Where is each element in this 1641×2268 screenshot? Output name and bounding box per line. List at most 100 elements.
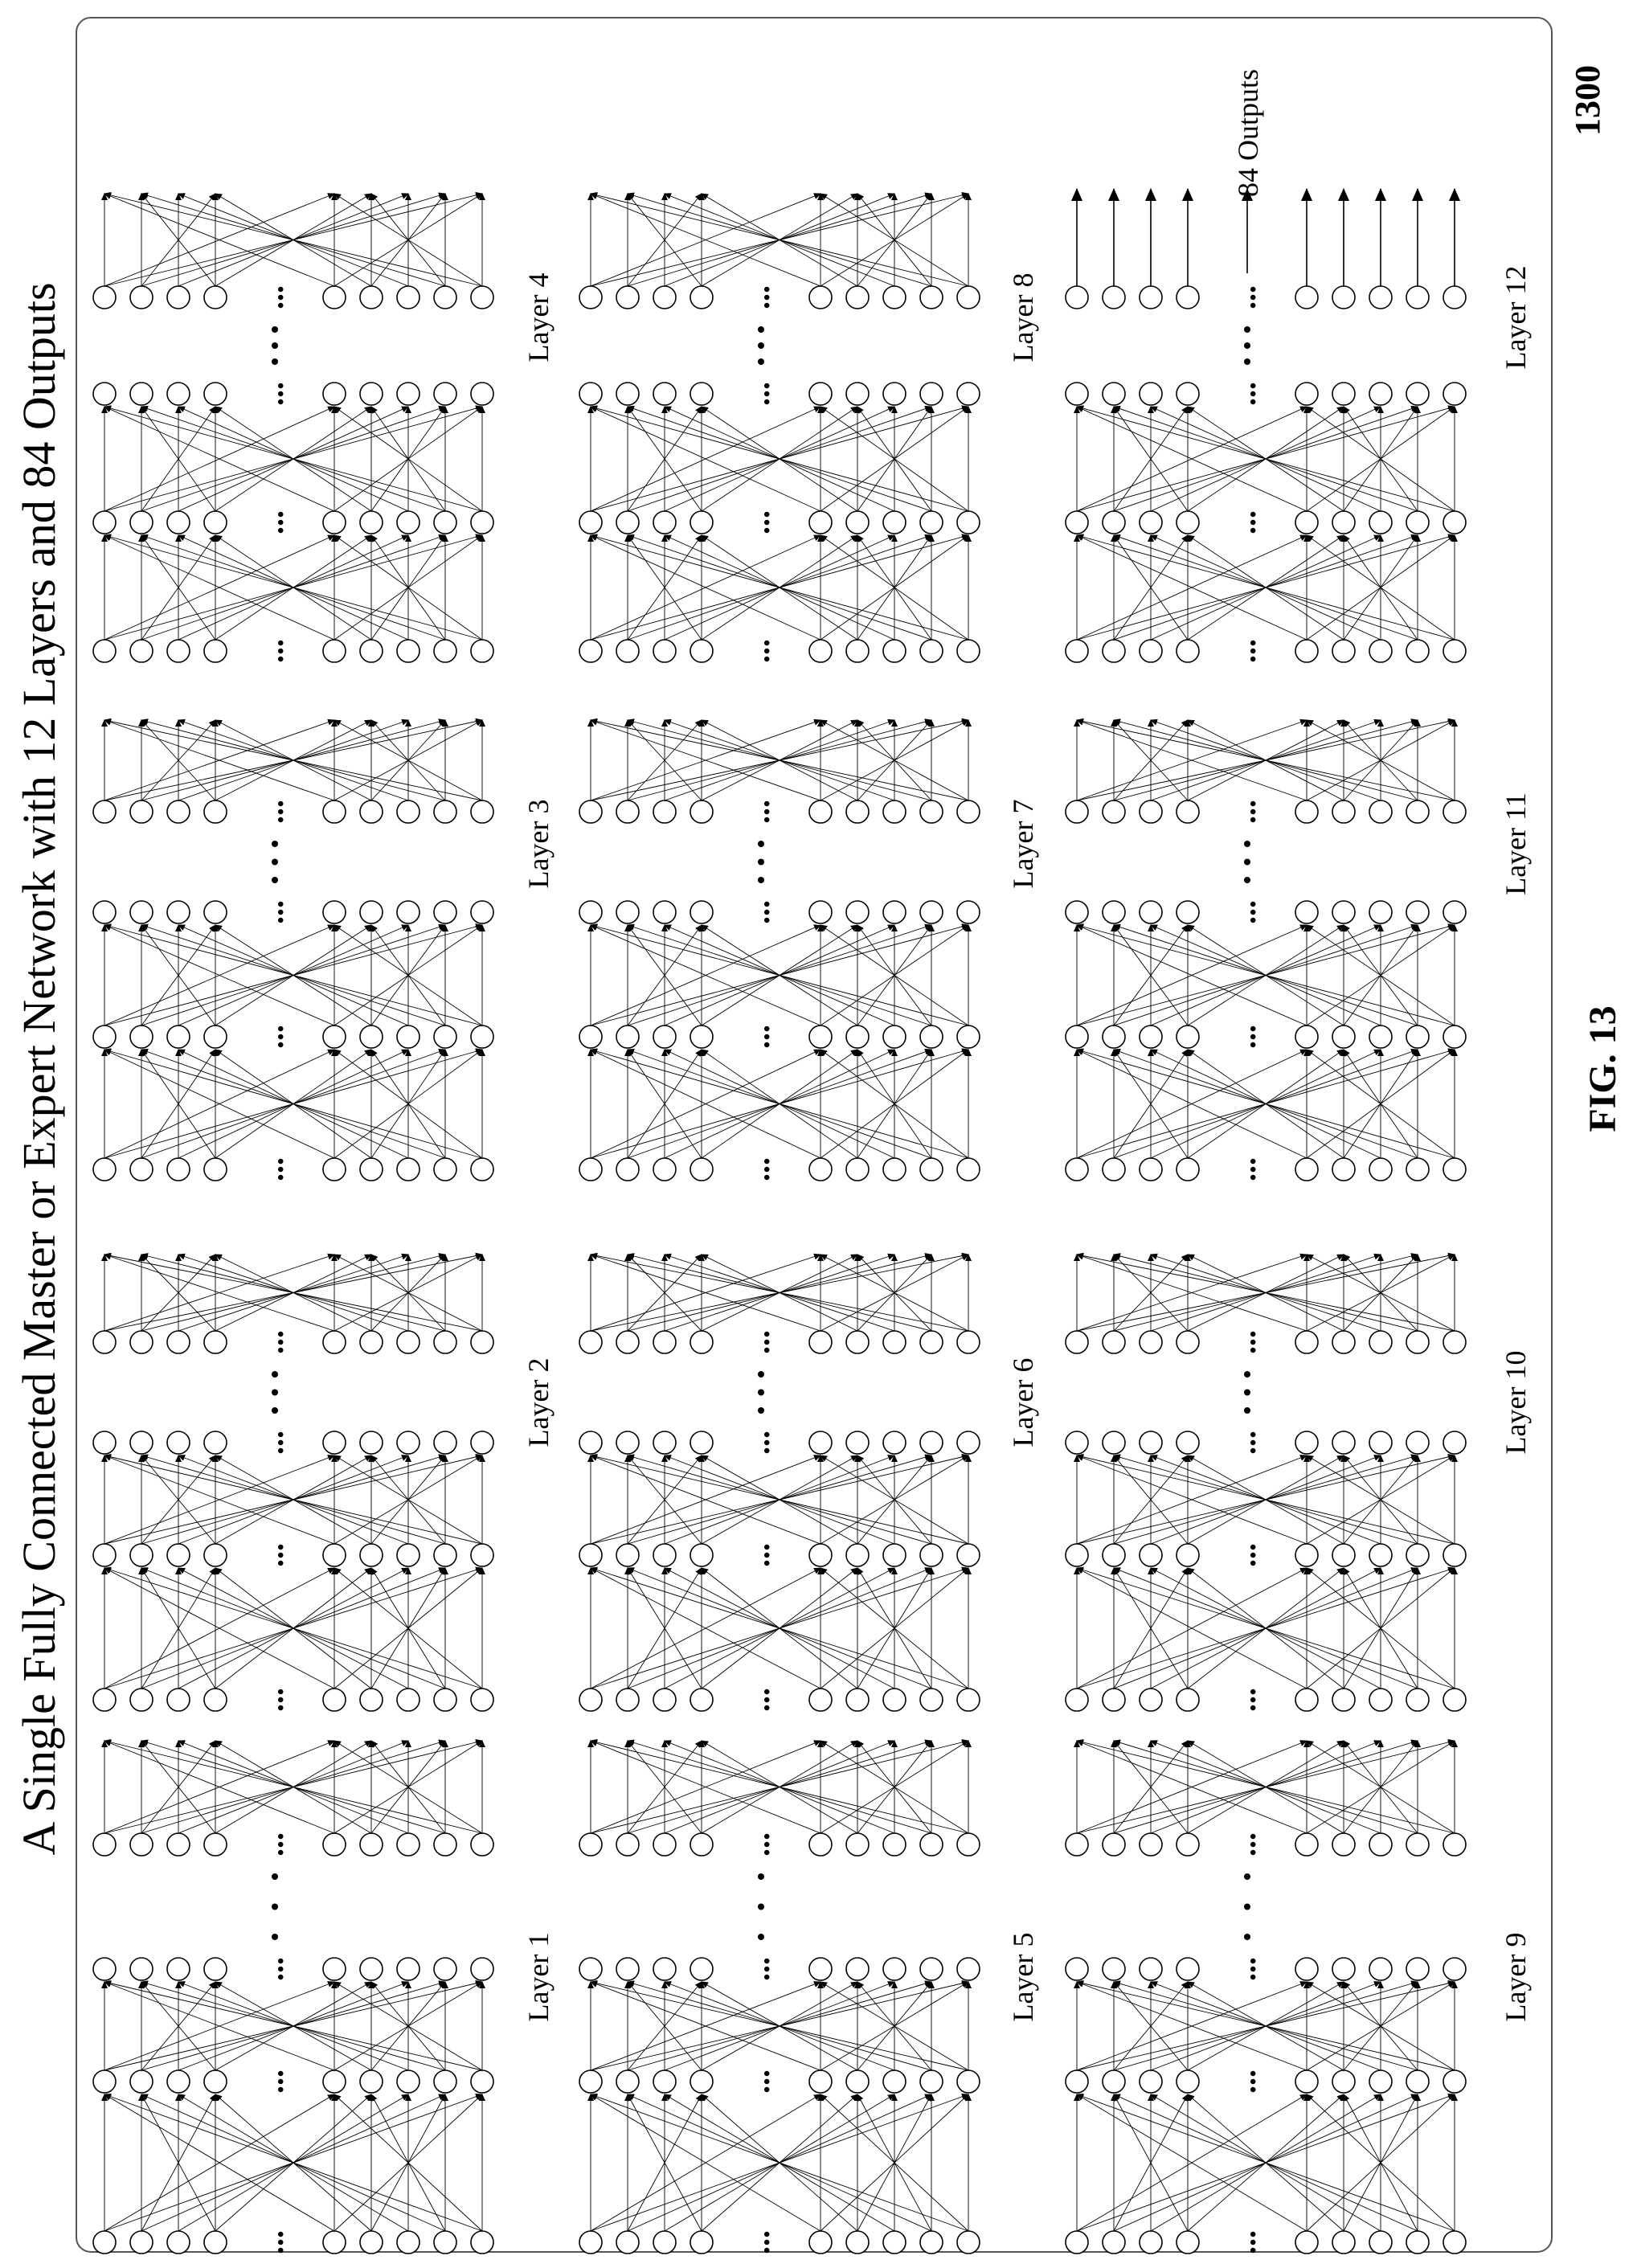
layer-8-mid-node bbox=[808, 510, 833, 534]
edge bbox=[104, 192, 483, 287]
layer-8-in-node bbox=[653, 639, 677, 663]
continuation-dot bbox=[758, 1903, 764, 1910]
edge bbox=[1076, 1567, 1307, 1689]
layer-10-out-in-node bbox=[1139, 1330, 1163, 1354]
layer-6-mid-node bbox=[690, 1543, 714, 1567]
layer-3-mid2-node bbox=[203, 900, 227, 924]
layer-4-mid2-node bbox=[433, 382, 457, 406]
layer-1-in-node bbox=[166, 2230, 190, 2254]
edge bbox=[590, 406, 821, 512]
layer-7-in-node bbox=[690, 1157, 714, 1181]
layer-10-mid2-node bbox=[1065, 1431, 1089, 1455]
layer-10-mid-node bbox=[1139, 1543, 1163, 1567]
continuation-dot bbox=[272, 326, 278, 333]
layer-5-out-in-node bbox=[956, 1832, 980, 1857]
layer-3-mid-ellipsis: ... bbox=[254, 1025, 290, 1049]
edge bbox=[820, 406, 969, 512]
layer-12-out-in-node bbox=[1443, 285, 1467, 309]
continuation-dot bbox=[272, 877, 278, 883]
edge bbox=[141, 193, 216, 287]
layer-11-out-in-node bbox=[1176, 800, 1200, 824]
edge bbox=[1076, 1252, 1455, 1332]
layer-7-in-node bbox=[808, 1157, 833, 1181]
edge bbox=[1113, 924, 1189, 1026]
layer-1-mid2-node bbox=[433, 1957, 457, 1981]
edge bbox=[627, 406, 702, 512]
edge bbox=[590, 1740, 821, 1834]
continuation-dot bbox=[272, 1407, 278, 1414]
layer-5-mid2-node bbox=[919, 1957, 943, 1981]
layer-12-out-in-node bbox=[1176, 285, 1200, 309]
layer-2-mid2-node bbox=[129, 1431, 153, 1455]
layer-2-mid2-node bbox=[433, 1431, 457, 1455]
layer-9-mid-node bbox=[1332, 2069, 1356, 2094]
layer-8-in-node bbox=[919, 639, 943, 663]
edge bbox=[590, 1252, 969, 1332]
layer-1-out-in-node bbox=[322, 1832, 346, 1857]
layer-11-mid2-node bbox=[1295, 900, 1319, 924]
layer-10-out-in-ellipsis: ... bbox=[1226, 1330, 1262, 1354]
layer-12-out-in-node bbox=[1406, 285, 1430, 309]
layer-9-out-in-node bbox=[1295, 1832, 1319, 1857]
edge bbox=[627, 1567, 702, 1689]
edge bbox=[141, 1049, 216, 1159]
layer-10-mid-node bbox=[1102, 1543, 1126, 1567]
layer-12-out-in-node bbox=[1102, 285, 1126, 309]
layer-4-mid-node bbox=[92, 510, 117, 534]
layer-7-mid-node bbox=[690, 1025, 714, 1049]
layer-10-mid-node bbox=[1406, 1543, 1430, 1567]
layer-8-mid-node bbox=[653, 510, 677, 534]
layer-4-in-ellipsis: ... bbox=[254, 639, 290, 663]
layer-4-mid-node bbox=[470, 510, 494, 534]
continuation-dot bbox=[1244, 1903, 1250, 1910]
layer-9-c-connections bbox=[1074, 1739, 1458, 1834]
layer-3-in-node bbox=[470, 1157, 494, 1181]
edge bbox=[627, 534, 702, 641]
layer-labels: Layer 1 Layer 2 Layer 3 Layer 4 Layer 5 … bbox=[522, 266, 1532, 2022]
layer-6-mid2-node bbox=[690, 1431, 714, 1455]
layer-5-mid2-node bbox=[616, 1957, 640, 1981]
layer-3-mid2-ellipsis: ... bbox=[254, 900, 290, 924]
layer-7-out-in-node bbox=[808, 800, 833, 824]
layer-1-in-node bbox=[203, 2230, 227, 2254]
layer-label-11: Layer 11 bbox=[1500, 792, 1532, 895]
layer-2-mid2-node bbox=[92, 1431, 117, 1455]
layer-4-out-in-node bbox=[470, 285, 494, 309]
layer-1-b-connections bbox=[101, 1979, 485, 2071]
layer-8-out-in-node bbox=[882, 285, 906, 309]
layer-3-mid2-node bbox=[92, 900, 117, 924]
layer-11-out-in-node bbox=[1332, 800, 1356, 824]
layer-10-mid2-node bbox=[1176, 1431, 1200, 1455]
continuation-dot bbox=[1244, 358, 1250, 365]
layer-3-out-in-node bbox=[359, 800, 383, 824]
layer-11-mid-node bbox=[1139, 1025, 1163, 1049]
edge bbox=[1306, 924, 1455, 1026]
layer-2-c-connections bbox=[101, 1252, 485, 1332]
edge bbox=[820, 1049, 969, 1159]
layer-1-mid2-node bbox=[322, 1957, 346, 1981]
layer-2-out-in-node bbox=[470, 1330, 494, 1354]
layer-3-c-connections bbox=[101, 718, 485, 801]
layer-1-out-in-node bbox=[359, 1832, 383, 1857]
edge bbox=[1076, 405, 1455, 512]
layer-9-out-in-node bbox=[1369, 1832, 1393, 1857]
edge bbox=[1076, 1981, 1307, 2071]
layer-7-mid-node bbox=[882, 1025, 906, 1049]
layer-2-mid2-node bbox=[396, 1431, 420, 1455]
layer-4-b-connections bbox=[101, 405, 485, 512]
layer-6-mid2-ellipsis: ... bbox=[740, 1431, 776, 1455]
layer-5-mid-node bbox=[845, 2069, 870, 2094]
edge bbox=[1113, 1049, 1189, 1159]
layer-7-out-in-node bbox=[690, 800, 714, 824]
layer-7-mid2-node bbox=[690, 900, 714, 924]
continuation-dot bbox=[1244, 1873, 1250, 1880]
layer-6-out-in-node bbox=[579, 1330, 603, 1354]
edge bbox=[104, 718, 335, 801]
layer-2-out-in-node bbox=[322, 1330, 346, 1354]
edge bbox=[590, 1981, 821, 2071]
edge bbox=[820, 924, 969, 1026]
continuation-dot bbox=[272, 1371, 278, 1378]
layer-11-mid-node bbox=[1332, 1025, 1356, 1049]
layer-label-8: Layer 8 bbox=[1007, 273, 1039, 362]
layer-12-mid2-node bbox=[1065, 382, 1089, 406]
